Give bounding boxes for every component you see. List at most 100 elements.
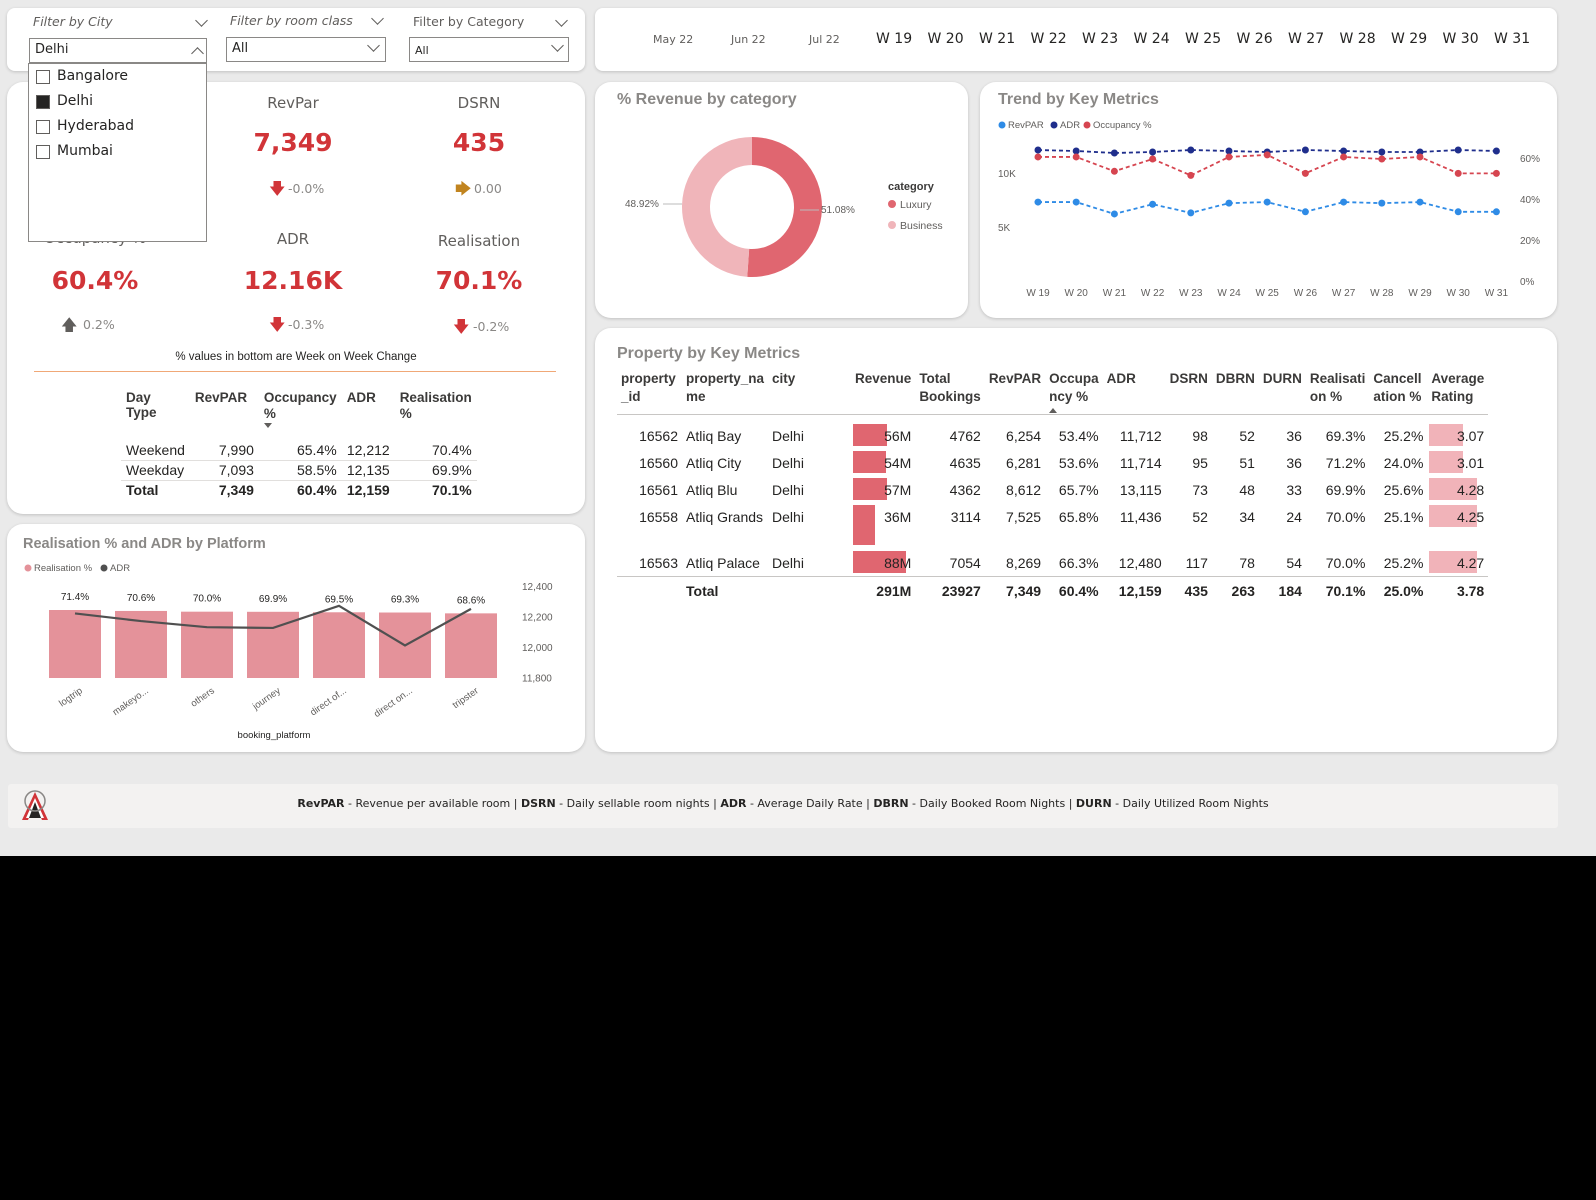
legend-revpar-label[interactable]: RevPAR [1008,120,1044,131]
data-point[interactable] [1492,147,1500,155]
data-point[interactable] [1454,208,1462,216]
data-point[interactable] [1034,198,1042,206]
table-header[interactable]: DURN [1262,371,1302,386]
timeline-week[interactable]: W 31 [1494,31,1531,47]
sort-icon[interactable] [263,423,272,428]
table-header[interactable]: ADR [1106,371,1136,386]
legend-adr-label[interactable]: ADR [110,563,130,574]
data-point[interactable] [1492,169,1500,177]
legend-occupancy-label[interactable]: Occupancy % [1093,120,1152,131]
room-class-filter-select[interactable]: All [226,37,386,62]
legend-realisation-label[interactable]: Realisation % [34,563,93,574]
timeline-week[interactable]: W 30 [1442,31,1479,47]
timeline-week[interactable]: W 27 [1288,31,1325,47]
table-header[interactable]: Average Rating [1431,371,1485,404]
bar[interactable] [49,610,101,678]
data-point[interactable] [1416,153,1424,161]
room-class-chevron-icon[interactable] [371,12,384,25]
city-option[interactable]: Bangalore [29,68,206,92]
city-option[interactable]: Mumbai [29,143,206,167]
data-point[interactable] [1378,155,1386,163]
table-header[interactable]: DBRN [1215,371,1255,386]
city-option[interactable]: Hyderabad [29,118,206,142]
bar[interactable] [181,611,233,678]
table-row[interactable]: 16563 Atliq Palace Delhi 88M 7054 8,269 66.3% 1… [617,549,1488,576]
data-point[interactable] [1187,146,1195,154]
data-point[interactable] [1340,198,1348,206]
table-row[interactable]: 16560 Atliq City Delhi 54M 4635 6,281 53.6% 11,… [617,449,1488,476]
category-filter-select[interactable]: All [409,37,569,62]
data-point[interactable] [1416,148,1424,156]
data-point[interactable] [1187,209,1195,217]
bar[interactable] [313,612,365,678]
data-point[interactable] [1149,155,1157,163]
table-header[interactable]: RevPAR [194,390,248,405]
data-point[interactable] [1110,149,1118,157]
data-point[interactable] [1110,167,1118,175]
table-header[interactable]: Realisati on % [1309,371,1366,404]
table-row[interactable]: 16558 Atliq Grands Delhi 36M 3114 7,525 65.8% 1… [617,503,1488,549]
data-point[interactable] [1225,199,1233,207]
data-point[interactable] [1263,198,1271,206]
data-point[interactable] [1187,171,1195,179]
timeline-week[interactable]: W 26 [1236,31,1273,47]
table-header[interactable]: Cancell ation % [1373,371,1422,404]
table-header[interactable]: Occupancy % [259,390,342,428]
table-row[interactable]: 16561 Atliq Blu Delhi 57M 4362 8,612 65.7% 13,1… [617,476,1488,503]
timeline-week[interactable]: W 25 [1185,31,1222,47]
data-point[interactable] [1034,153,1042,161]
table-header[interactable]: DSRN [1169,371,1208,386]
table-header[interactable]: Occupa ncy % [1045,370,1103,414]
timeline-week[interactable]: W 24 [1133,31,1170,47]
data-point[interactable] [1378,199,1386,207]
timeline-week[interactable]: W 28 [1339,31,1376,47]
legend-adr-label[interactable]: ADR [1060,120,1080,131]
data-point[interactable] [1072,147,1080,155]
data-point[interactable] [1340,153,1348,161]
timeline-week[interactable]: W 19 [876,31,913,47]
checkbox[interactable] [36,120,50,134]
data-point[interactable] [1072,153,1080,161]
table-row[interactable]: Weekday 7,093 58.5% 12,135 69.9% [121,460,477,481]
timeline-month[interactable]: Jul 22 [809,33,840,46]
legend-business-label[interactable]: Business [900,220,943,232]
table-row[interactable]: 16562 Atliq Bay Delhi 56M 4762 6,254 53.4% 11,7… [617,422,1488,449]
data-point[interactable] [1263,151,1271,159]
timeline-week[interactable]: W 22 [1030,31,1067,47]
data-point[interactable] [1149,148,1157,156]
table-header[interactable]: ADR [346,390,376,405]
legend-luxury-label[interactable]: Luxury [900,199,932,211]
data-point[interactable] [1034,146,1042,154]
data-point[interactable] [1454,169,1462,177]
table-header[interactable]: Total Bookings [919,371,981,404]
timeline-week[interactable]: W 23 [1082,31,1119,47]
city-filter-chevron-icon[interactable] [195,14,208,27]
table-header[interactable]: city [772,371,796,386]
table-header[interactable]: Realisation % [399,390,472,421]
checkbox[interactable] [36,95,50,109]
data-point[interactable] [1492,208,1500,216]
adr-line[interactable] [74,604,472,647]
checkbox[interactable] [36,70,50,84]
data-point[interactable] [1072,198,1080,206]
timeline-week[interactable]: W 29 [1391,31,1428,47]
checkbox[interactable] [36,145,50,159]
table-header[interactable]: Day Type [126,390,157,420]
table-header[interactable]: RevPAR [988,371,1042,386]
timeline-week[interactable]: W 20 [927,31,964,47]
timeline-week[interactable]: W 21 [979,31,1016,47]
timeline-month[interactable]: May 22 [653,33,694,46]
data-point[interactable] [1110,210,1118,218]
data-point[interactable] [1340,147,1348,155]
table-header[interactable]: property_na me [686,371,765,404]
data-point[interactable] [1378,148,1386,156]
data-point[interactable] [1301,146,1309,154]
category-chevron-icon[interactable] [555,14,568,27]
data-point[interactable] [1225,153,1233,161]
city-filter-select[interactable]: Delhi [29,38,207,63]
data-point[interactable] [1454,146,1462,154]
business-slice[interactable] [681,137,752,277]
data-point[interactable] [1225,147,1233,155]
data-point[interactable] [1301,208,1309,216]
sort-icon[interactable] [1049,408,1058,413]
